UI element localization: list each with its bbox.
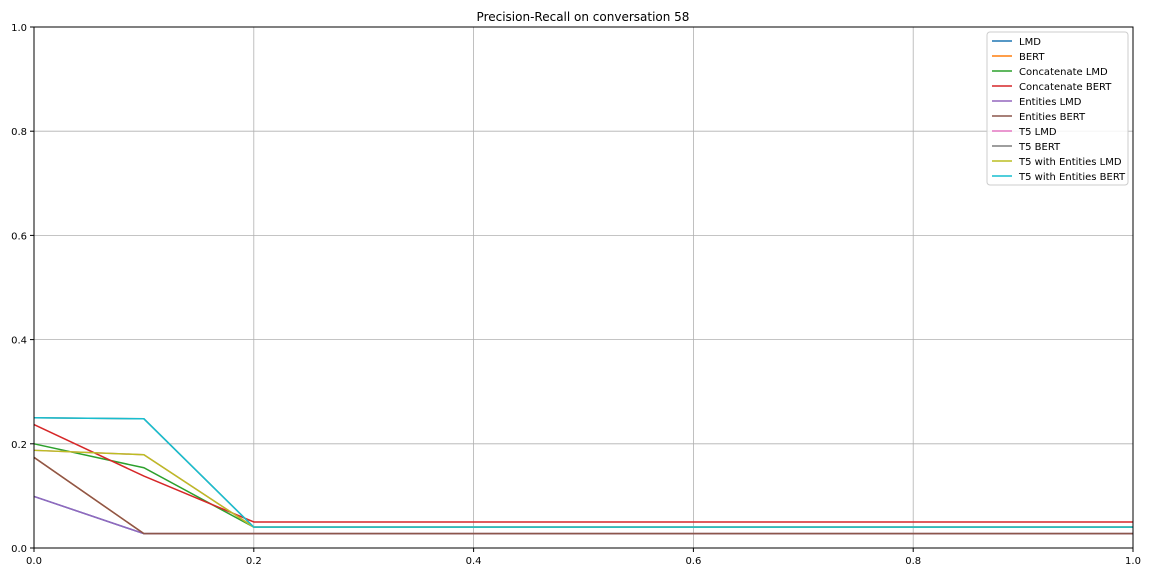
legend-label: T5 LMD: [1018, 127, 1057, 138]
series-line-concatenate-bert: [33, 423, 1133, 523]
x-tick-label: 0.0: [26, 556, 42, 567]
series-line-entities-lmd: [33, 495, 1133, 535]
y-tick-label: 0.8: [11, 127, 27, 138]
legend-box: [986, 31, 1129, 186]
legend-label: Concatenate LMD: [1019, 67, 1108, 78]
legend-label: Entities BERT: [1019, 112, 1086, 123]
series-lines: [33, 417, 1133, 535]
x-tick-label: 1.0: [1125, 556, 1141, 567]
x-tick-label: 0.2: [246, 556, 262, 567]
y-tick-label: 0.2: [11, 440, 27, 451]
x-tick-label: 0.4: [466, 556, 482, 567]
legend-label: LMD: [1019, 37, 1041, 48]
legend: LMD BERT Concatenate LMD Concatenate BERT En…: [986, 31, 1129, 186]
axis-ticks: 0.0 0.2 0.4 0.6 0.8 1.0 0.0 0.2 0.4 0.6 0.8 1.0: [11, 23, 1141, 567]
legend-label: T5 BERT: [1018, 142, 1061, 153]
plot-frame: [33, 26, 1134, 549]
series-line-lmd: [33, 495, 1133, 535]
chart-title: Precision-Recall on conversation 58: [477, 10, 690, 24]
series-line-concatenate-lmd: [33, 443, 1133, 528]
y-tick-label: 0.4: [11, 336, 27, 347]
grid: [33, 26, 1134, 549]
series-line-entities-bert: [33, 456, 1133, 535]
y-tick-label: 0.0: [11, 544, 27, 555]
series-line-t5-lmd: [33, 449, 1133, 528]
legend-label: T5 with Entities LMD: [1018, 157, 1122, 168]
legend-label: T5 with Entities BERT: [1018, 172, 1126, 183]
series-line-t5-with-entities-lmd: [33, 449, 1133, 528]
y-tick-label: 0.6: [11, 231, 27, 242]
legend-label: Entities LMD: [1019, 97, 1082, 108]
legend-label: BERT: [1019, 52, 1045, 63]
x-tick-label: 0.8: [905, 556, 921, 567]
legend-label: Concatenate BERT: [1019, 82, 1112, 93]
y-tick-label: 1.0: [11, 23, 27, 34]
series-line-t5-with-entities-bert: [33, 417, 1133, 528]
x-tick-label: 0.6: [685, 556, 701, 567]
